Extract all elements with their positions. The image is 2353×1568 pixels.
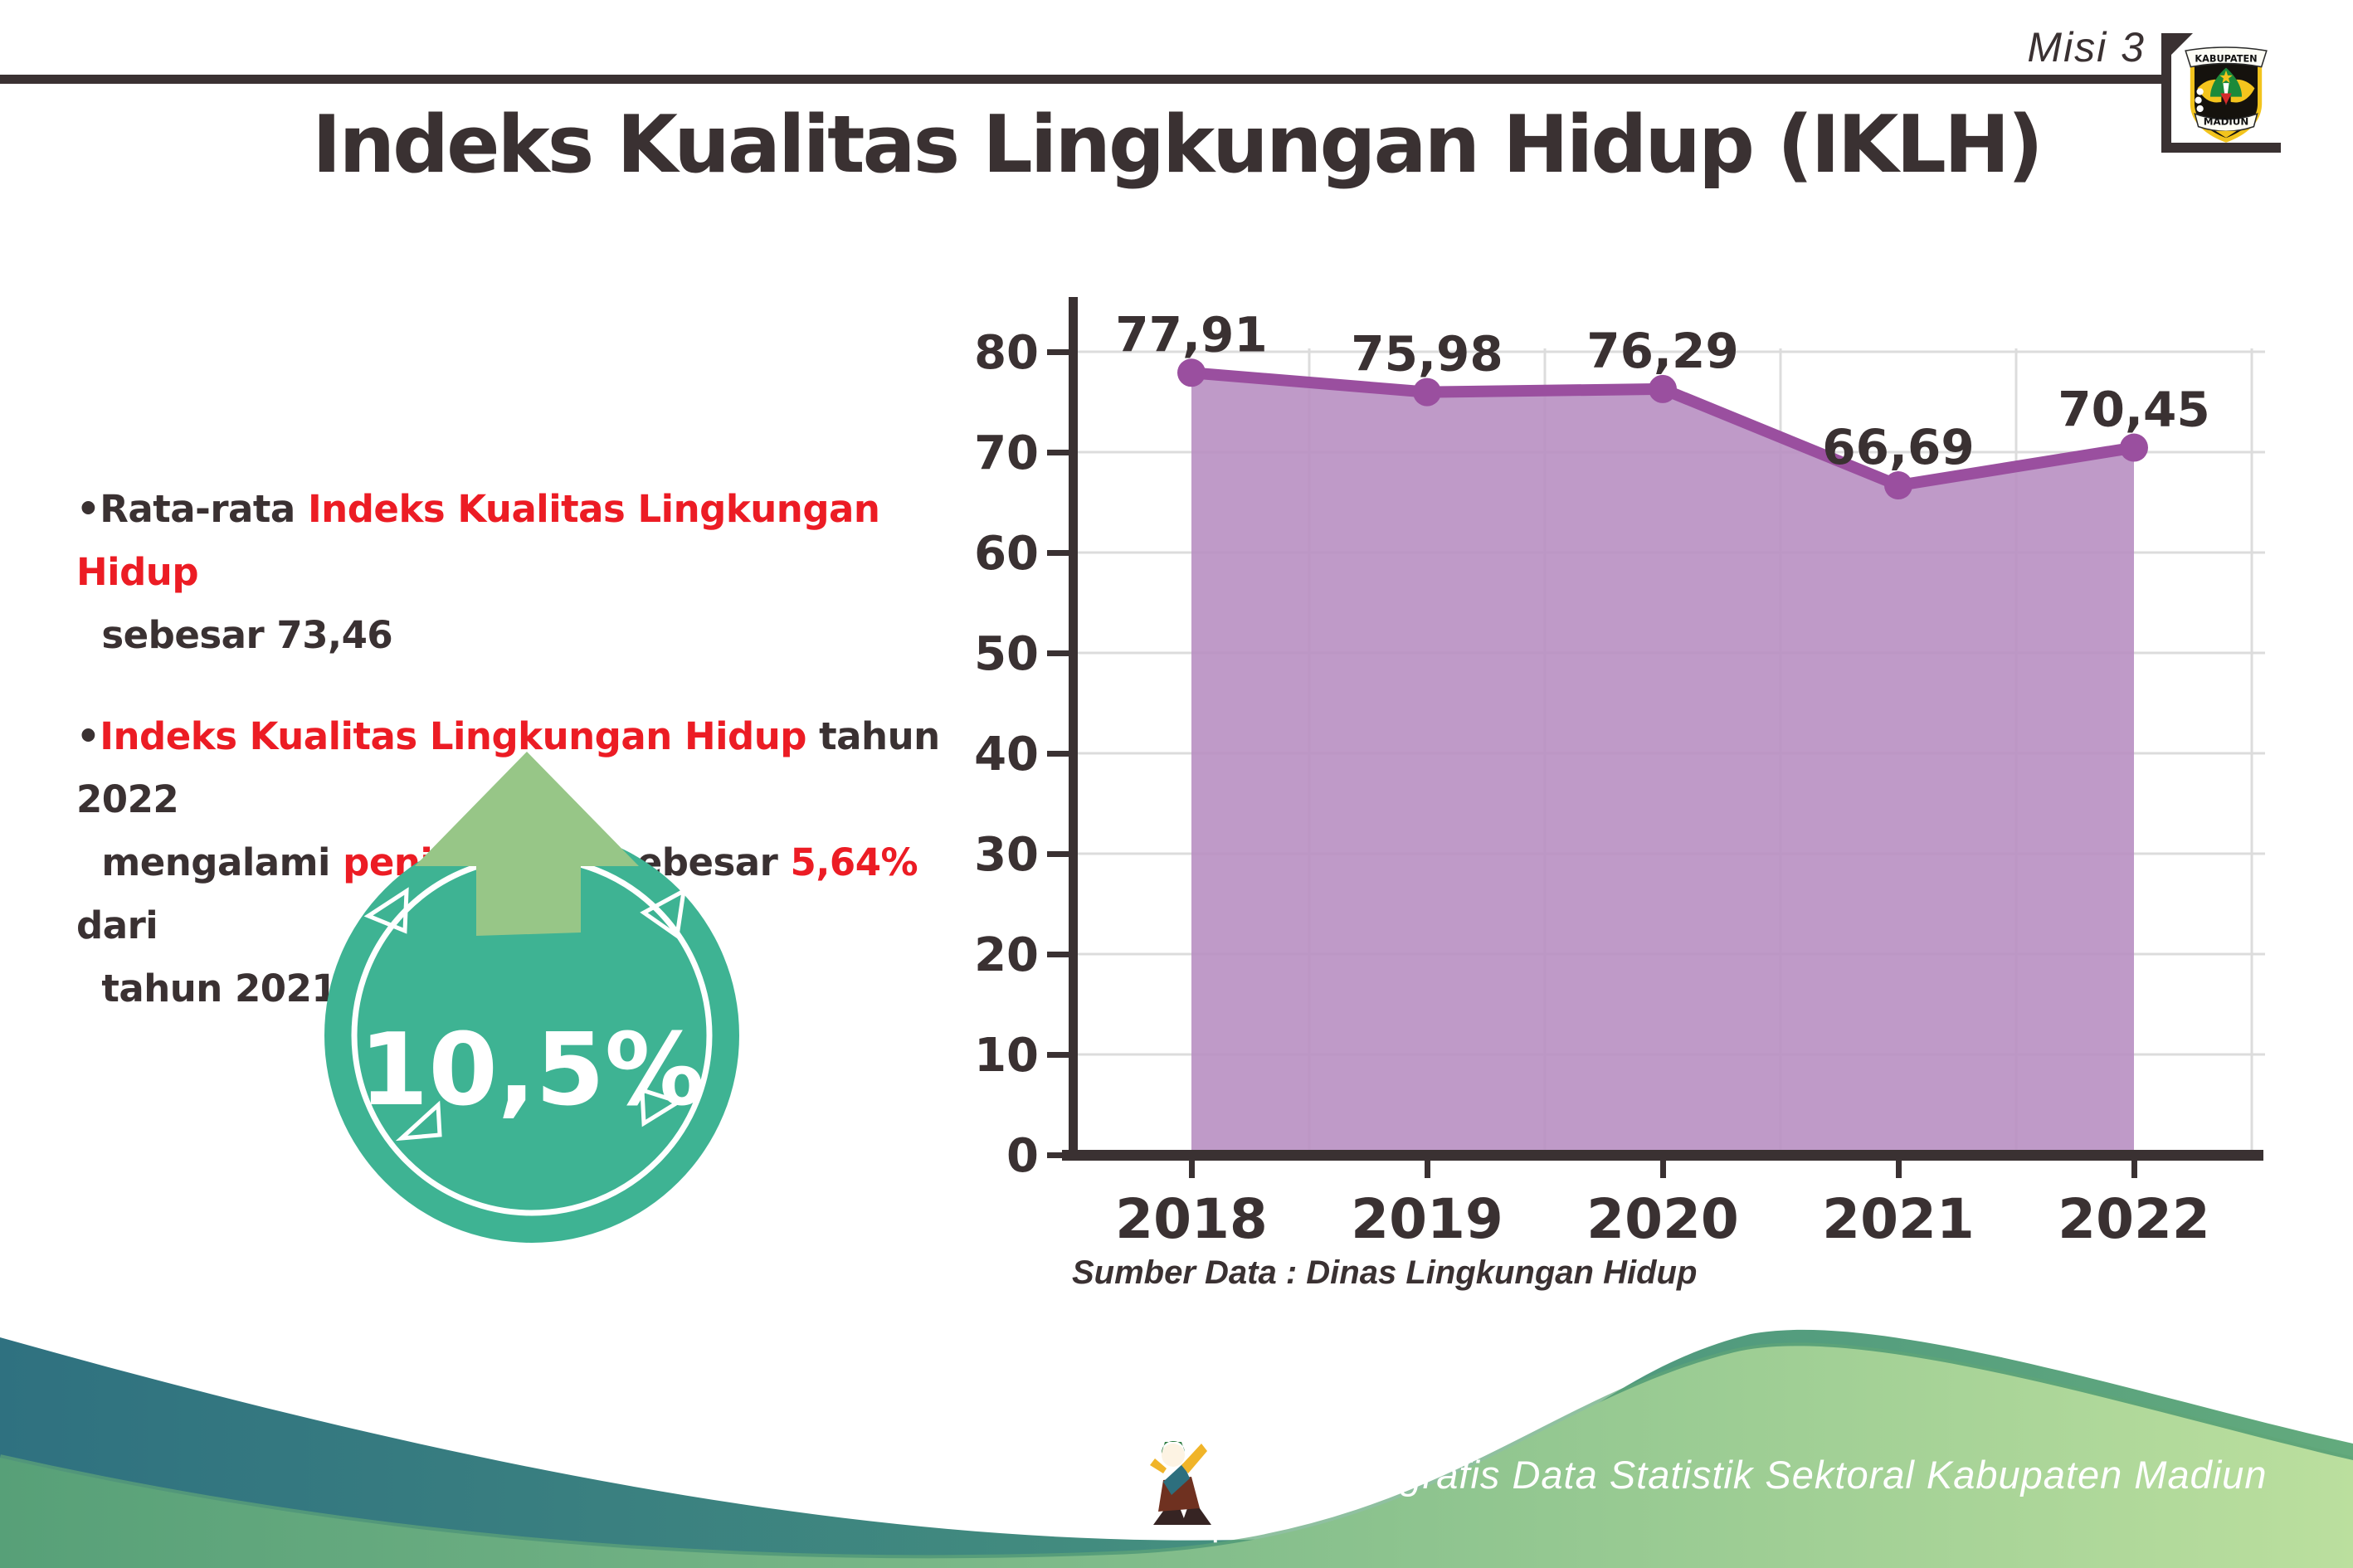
logo-bottom-text: MADIUN [2204, 116, 2249, 128]
data-point-label: 75,98 [1351, 326, 1503, 382]
bullet-average-iklh: •Rata-rata Indeks Kualitas Lingkungan Hi… [76, 478, 964, 667]
area-fill [1191, 373, 2134, 1152]
data-point-label: 76,29 [1586, 323, 1738, 379]
y-tick-label: 20 [974, 928, 1039, 982]
badge-circle [324, 828, 739, 1243]
logo-cotton [2195, 96, 2202, 104]
data-point-marker [1177, 358, 1206, 387]
x-tick [1425, 1157, 1430, 1178]
data-point-marker [1884, 471, 1912, 500]
x-tick-label: 2020 [1586, 1187, 1739, 1251]
logo-top-banner [2185, 46, 2268, 68]
logo-bottom-wing [2215, 130, 2237, 138]
x-tick [1189, 1157, 1195, 1178]
text-run: •Rata-rata [76, 487, 308, 531]
y-tick [1047, 650, 1073, 656]
y-tick [1047, 751, 1073, 757]
data-point-label: 77,91 [1115, 306, 1267, 363]
logo-tree [2209, 67, 2243, 97]
y-tick-label: 50 [974, 627, 1039, 681]
corner-bracket-horizontal [2161, 143, 2281, 153]
green-wave [0, 1346, 2353, 1568]
x-tick [1660, 1157, 1666, 1178]
y-tick-label: 60 [974, 527, 1039, 581]
logo-star [2219, 70, 2233, 84]
y-tick-label: 10 [974, 1029, 1039, 1083]
logo-top-text: KABUPATEN [2195, 53, 2257, 64]
x-tick-label: 2018 [1115, 1187, 1268, 1251]
badge-spark-triangles [363, 887, 687, 1142]
mascot-icon [1137, 1430, 1220, 1536]
logo-center-shield [2220, 93, 2232, 105]
up-arrow-icon [415, 752, 639, 936]
text-run: tahun 2021 [76, 967, 338, 1010]
mission-label: Misi 3 [2027, 24, 2146, 71]
logo-bottom-banner [2194, 112, 2258, 132]
data-point-marker [2120, 433, 2148, 462]
text-run: • [76, 714, 100, 758]
key-points-list: •Rata-rata Indeks Kualitas Lingkungan Hi… [76, 478, 964, 1020]
text-run: Indeks Kualitas Lingkungan Hidup [100, 714, 806, 758]
y-tick [1047, 851, 1073, 857]
footer-caption: Media Infografis Data Statistik Sektoral… [1210, 1453, 2268, 1542]
y-tick-label: 0 [1006, 1129, 1039, 1183]
y-tick [1047, 952, 1073, 957]
data-point-marker [1649, 374, 1677, 403]
x-tick [1896, 1157, 1902, 1178]
y-axis [1069, 297, 1078, 1160]
source-note: Sumber Data : Dinas Lingkungan Hidup [1072, 1254, 1698, 1291]
y-tick [1047, 1152, 1073, 1158]
text-run: sebesar 73,46 [76, 613, 393, 657]
logo-cotton [2196, 88, 2204, 95]
data-point-marker [1413, 377, 1441, 407]
y-tick [1047, 450, 1073, 455]
x-tick-label: 2021 [1822, 1187, 1975, 1251]
x-tick [2131, 1157, 2137, 1178]
x-axis [1062, 1150, 2263, 1161]
y-tick [1047, 349, 1073, 355]
page-title: Indeks Kualitas Lingkungan Hidup (IKLH) [312, 100, 2044, 191]
data-point-label: 70,45 [2058, 382, 2209, 438]
text-run: Indeks Kualitas Lingkungan Hidup [76, 487, 893, 594]
badge-value-label: 10,5% [359, 1013, 704, 1128]
corner-bracket-vertical [2161, 33, 2171, 153]
footer-waves [0, 1329, 2353, 1568]
y-tick-label: 70 [974, 426, 1039, 480]
y-tick [1047, 1052, 1073, 1058]
kabupaten-madiun-logo: KABUPATEN MADIUN [2185, 46, 2268, 143]
y-tick-label: 30 [974, 828, 1039, 882]
x-tick-label: 2019 [1351, 1187, 1503, 1251]
text-run: tahun 2022 [76, 714, 952, 821]
y-tick [1047, 550, 1073, 556]
x-tick-label: 2022 [2058, 1187, 2210, 1251]
logo-cotton [2196, 105, 2204, 113]
iklh-area-chart: 0 10 20 30 40 50 60 70 80 2018 2019 2020 2021 2022 77,… [974, 297, 2265, 1251]
text-run: mengalami [76, 840, 343, 884]
text-run: dari [76, 840, 931, 947]
y-tick-label: 80 [974, 326, 1039, 380]
data-point-label: 66,69 [1822, 419, 1974, 475]
y-tick-label: 40 [974, 728, 1039, 782]
header-rule [0, 75, 2161, 84]
increase-badge: 10,5% [324, 752, 739, 1243]
text-run: 5,64% [790, 840, 918, 884]
